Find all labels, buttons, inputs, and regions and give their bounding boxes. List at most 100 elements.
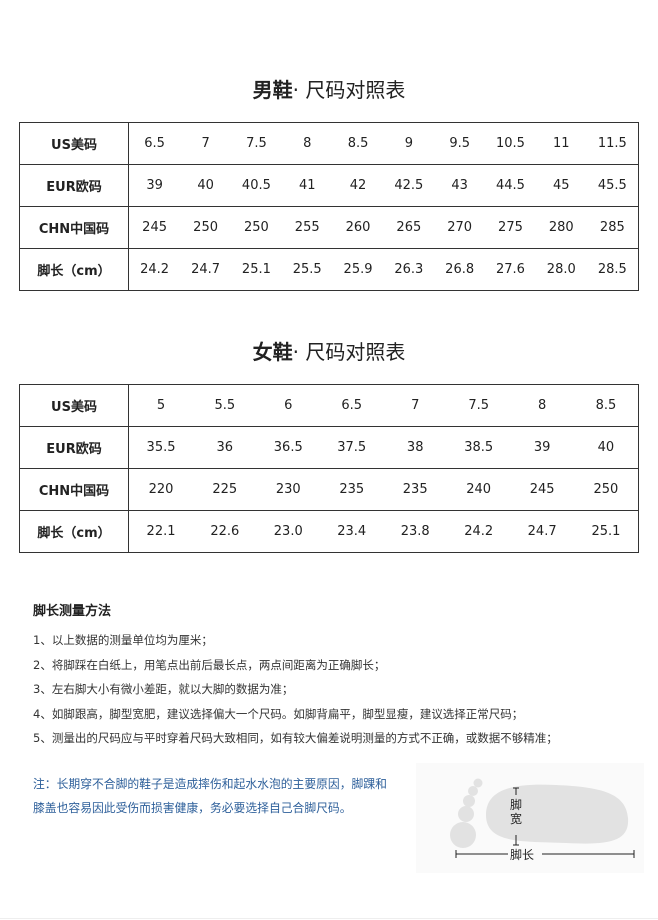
table-cell: 245 xyxy=(510,468,574,511)
table-cell: 42 xyxy=(332,164,384,207)
table-cell: 24.7 xyxy=(510,510,574,553)
table-cell: 26.8 xyxy=(434,248,486,291)
table-cell: 285 xyxy=(586,206,639,249)
table-cell: 9 xyxy=(383,122,435,165)
table-cell: 40 xyxy=(180,164,231,207)
table-cell: 24.2 xyxy=(446,510,511,553)
table-cell: 36.5 xyxy=(256,426,320,469)
table-cell: 225 xyxy=(193,468,257,511)
table-cell: 245 xyxy=(128,206,181,249)
table-cell: 25.9 xyxy=(332,248,384,291)
table-cell: 11 xyxy=(535,122,587,165)
table-row: EUR欧码 39 40 40.5 41 42 42.5 43 44.5 45 45.5 xyxy=(19,164,639,207)
row-header: US美码 xyxy=(19,384,129,427)
table-cell: 38 xyxy=(383,426,447,469)
table-cell: 7.5 xyxy=(231,122,282,165)
table-cell: 250 xyxy=(573,468,639,511)
table-cell: 235 xyxy=(320,468,384,511)
method-list: 1、以上数据的测量单位均为厘米； 2、将脚踩在白纸上，用笔点出前后最长点，两点间… xyxy=(33,628,558,751)
method-item: 3、左右脚大小有微小差距，就以大脚的数据为准； xyxy=(33,682,294,696)
method-item: 5、测量出的尺码应与平时穿着尺码大致相同，如有较大偏差说明测量的方式不正确，或数… xyxy=(33,731,558,745)
health-note: 注：长期穿不合脚的鞋子是造成摔伤和起水水泡的主要原因，脚踝和膝盖也容易因此受伤而… xyxy=(33,777,387,815)
foot-length-label: 脚长 xyxy=(510,848,535,862)
table-cell: 25.1 xyxy=(573,510,639,553)
table-cell: 27.6 xyxy=(485,248,536,291)
table-cell: 25.1 xyxy=(231,248,282,291)
row-header: CHN中国码 xyxy=(19,468,129,511)
men-title: 男鞋· 尺码对照表 xyxy=(252,78,406,102)
table-cell: 11.5 xyxy=(586,122,639,165)
women-title: 女鞋· 尺码对照表 xyxy=(252,340,406,364)
method-item: 4、如脚跟高，脚型宽肥，建议选择偏大一个尺码。如脚背扁平，脚型显瘦，建议选择正常… xyxy=(33,706,524,721)
table-cell: 22.6 xyxy=(193,510,257,553)
table-cell: 220 xyxy=(128,468,194,511)
table-cell: 235 xyxy=(383,468,447,511)
table-cell: 8.5 xyxy=(573,384,639,427)
table-cell: 40.5 xyxy=(231,164,282,207)
table-cell: 280 xyxy=(535,206,587,249)
divider xyxy=(0,918,658,919)
table-row: US美码 5 5.5 6 6.5 7 7.5 8 8.5 xyxy=(19,384,639,427)
table-cell: 9.5 xyxy=(434,122,486,165)
table-cell: 42.5 xyxy=(383,164,435,207)
table-cell: 7 xyxy=(383,384,447,427)
table-cell: 5.5 xyxy=(193,384,257,427)
table-cell: 45 xyxy=(535,164,587,207)
table-cell: 8.5 xyxy=(332,122,384,165)
table-cell: 37.5 xyxy=(320,426,384,469)
table-cell: 45.5 xyxy=(586,164,639,207)
table-cell: 6 xyxy=(256,384,320,427)
table-cell: 270 xyxy=(434,206,486,249)
method-item: 2、将脚踩在白纸上，用笔点出前后最长点，两点间距离为正确脚长； xyxy=(33,657,386,672)
table-row: CHN中国码 245 250 250 255 260 265 270 275 280 285 xyxy=(19,206,639,249)
table-row: CHN中国码 220 225 230 235 235 240 245 250 xyxy=(19,468,639,511)
table-cell: 260 xyxy=(332,206,384,249)
table-cell: 7.5 xyxy=(446,384,511,427)
table-cell: 24.7 xyxy=(180,248,231,291)
table-cell: 8 xyxy=(510,384,574,427)
table-row: 脚长（cm） 22.1 22.6 23.0 23.4 23.8 24.2 24.7 25.1 xyxy=(19,510,639,553)
table-cell: 7 xyxy=(180,122,231,165)
table-cell: 6.5 xyxy=(320,384,384,427)
table-cell: 255 xyxy=(281,206,333,249)
table-cell: 43 xyxy=(434,164,486,207)
table-cell: 23.8 xyxy=(383,510,447,553)
table-cell: 250 xyxy=(180,206,231,249)
table-row: US美码 6.5 7 7.5 8 8.5 9 9.5 10.5 11 11.5 xyxy=(19,122,639,165)
table-cell: 36 xyxy=(193,426,257,469)
foot-width-label: 脚宽 xyxy=(510,798,523,826)
row-header: 脚长（cm） xyxy=(19,510,129,553)
method-title: 脚长测量方法 xyxy=(33,604,112,619)
table-cell: 5 xyxy=(128,384,194,427)
men-size-table: US美码 6.5 7 7.5 8 8.5 9 9.5 10.5 11 11.5 EUR欧码 39 40 40… xyxy=(19,122,639,291)
table-cell: 39 xyxy=(510,426,574,469)
table-cell: 35.5 xyxy=(128,426,194,469)
table-cell: 28.0 xyxy=(535,248,587,291)
table-cell: 26.3 xyxy=(383,248,435,291)
row-header: EUR欧码 xyxy=(19,164,129,207)
table-cell: 44.5 xyxy=(485,164,536,207)
table-cell: 38.5 xyxy=(446,426,511,469)
table-row: EUR欧码 35.5 36 36.5 37.5 38 38.5 39 40 xyxy=(19,426,639,469)
table-cell: 6.5 xyxy=(128,122,181,165)
table-row: 脚长（cm） 24.2 24.7 25.1 25.5 25.9 26.3 26.8 27.6 28… xyxy=(19,248,639,291)
table-cell: 24.2 xyxy=(128,248,181,291)
table-cell: 25.5 xyxy=(281,248,333,291)
table-cell: 8 xyxy=(281,122,333,165)
row-header: EUR欧码 xyxy=(19,426,129,469)
women-size-table: US美码 5 5.5 6 6.5 7 7.5 8 8.5 EUR欧码 35.5 36 36.5 37.5 3… xyxy=(19,384,639,553)
table-cell: 265 xyxy=(383,206,435,249)
table-cell: 230 xyxy=(256,468,320,511)
row-header: US美码 xyxy=(19,122,129,165)
foot-icon xyxy=(450,778,635,858)
row-header: CHN中国码 xyxy=(19,206,129,249)
table-cell: 250 xyxy=(231,206,282,249)
table-cell: 41 xyxy=(281,164,333,207)
method-item: 1、以上数据的测量单位均为厘米； xyxy=(33,633,213,647)
table-cell: 22.1 xyxy=(128,510,194,553)
row-header: 脚长（cm） xyxy=(19,248,129,291)
table-cell: 23.0 xyxy=(256,510,320,553)
table-cell: 28.5 xyxy=(586,248,639,291)
table-cell: 275 xyxy=(485,206,536,249)
table-cell: 240 xyxy=(446,468,511,511)
